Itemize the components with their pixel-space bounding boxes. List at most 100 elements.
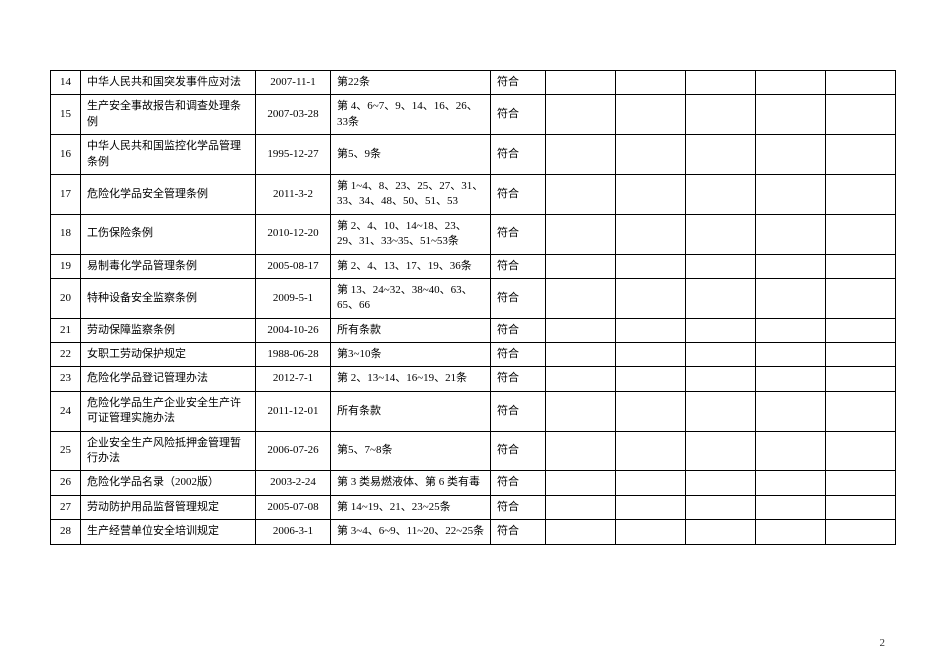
empty-cell: [756, 520, 826, 544]
regulation-name: 生产经营单位安全培训规定: [81, 520, 256, 544]
regulation-status: 符合: [491, 214, 546, 254]
empty-cell: [686, 174, 756, 214]
empty-cell: [686, 71, 756, 95]
empty-cell: [756, 71, 826, 95]
empty-cell: [686, 391, 756, 431]
empty-cell: [616, 278, 686, 318]
regulation-status: 符合: [491, 95, 546, 135]
empty-cell: [546, 471, 616, 495]
empty-cell: [686, 135, 756, 175]
table-row: 25企业安全生产风险抵押金管理暂行办法2006-07-26第5、7~8条符合: [51, 431, 896, 471]
empty-cell: [686, 471, 756, 495]
table-row: 27劳动防护用品监督管理规定2005-07-08第 14~19、21、23~25…: [51, 495, 896, 519]
row-number: 24: [51, 391, 81, 431]
regulation-name: 危险化学品登记管理办法: [81, 367, 256, 391]
empty-cell: [826, 391, 896, 431]
regulation-clause: 所有条款: [331, 391, 491, 431]
empty-cell: [546, 135, 616, 175]
regulations-table: 14中华人民共和国突发事件应对法2007-11-1第22条符合15生产安全事故报…: [50, 70, 896, 545]
empty-cell: [686, 520, 756, 544]
empty-cell: [616, 391, 686, 431]
empty-cell: [546, 318, 616, 342]
table-row: 21劳动保障监察条例2004-10-26所有条款符合: [51, 318, 896, 342]
empty-cell: [546, 278, 616, 318]
empty-cell: [686, 431, 756, 471]
row-number: 23: [51, 367, 81, 391]
table-row: 18工伤保险条例2010-12-20第 2、4、10、14~18、23、29、3…: [51, 214, 896, 254]
regulation-date: 2009-5-1: [256, 278, 331, 318]
regulation-name: 危险化学品生产企业安全生产许可证管理实施办法: [81, 391, 256, 431]
empty-cell: [826, 343, 896, 367]
regulation-clause: 第5、7~8条: [331, 431, 491, 471]
empty-cell: [616, 343, 686, 367]
row-number: 21: [51, 318, 81, 342]
empty-cell: [826, 174, 896, 214]
row-number: 28: [51, 520, 81, 544]
table-row: 20特种设备安全监察条例2009-5-1第 13、24~32、38~40、63、…: [51, 278, 896, 318]
regulation-date: 1995-12-27: [256, 135, 331, 175]
regulation-date: 2010-12-20: [256, 214, 331, 254]
regulation-name: 中华人民共和国监控化学品管理条例: [81, 135, 256, 175]
empty-cell: [686, 367, 756, 391]
empty-cell: [546, 214, 616, 254]
row-number: 19: [51, 254, 81, 278]
regulation-clause: 第 14~19、21、23~25条: [331, 495, 491, 519]
regulation-status: 符合: [491, 135, 546, 175]
empty-cell: [756, 431, 826, 471]
row-number: 16: [51, 135, 81, 175]
empty-cell: [616, 254, 686, 278]
empty-cell: [756, 495, 826, 519]
regulation-clause: 第 1~4、8、23、25、27、31、33、34、48、50、51、53: [331, 174, 491, 214]
empty-cell: [826, 431, 896, 471]
empty-cell: [756, 343, 826, 367]
empty-cell: [826, 471, 896, 495]
empty-cell: [826, 135, 896, 175]
empty-cell: [616, 174, 686, 214]
empty-cell: [686, 278, 756, 318]
regulation-name: 企业安全生产风险抵押金管理暂行办法: [81, 431, 256, 471]
empty-cell: [616, 495, 686, 519]
regulation-date: 2011-12-01: [256, 391, 331, 431]
empty-cell: [686, 495, 756, 519]
empty-cell: [826, 214, 896, 254]
empty-cell: [756, 254, 826, 278]
page-number: 2: [880, 637, 886, 649]
regulation-date: 2004-10-26: [256, 318, 331, 342]
regulation-clause: 第5、9条: [331, 135, 491, 175]
regulation-name: 女职工劳动保护规定: [81, 343, 256, 367]
regulation-clause: 第 3 类易燃液体、第 6 类有毒: [331, 471, 491, 495]
regulation-status: 符合: [491, 471, 546, 495]
empty-cell: [826, 95, 896, 135]
regulation-date: 2007-11-1: [256, 71, 331, 95]
table-row: 17危险化学品安全管理条例2011-3-2第 1~4、8、23、25、27、31…: [51, 174, 896, 214]
row-number: 14: [51, 71, 81, 95]
empty-cell: [616, 135, 686, 175]
table-row: 16中华人民共和国监控化学品管理条例1995-12-27第5、9条符合: [51, 135, 896, 175]
regulation-date: 2006-3-1: [256, 520, 331, 544]
regulation-status: 符合: [491, 71, 546, 95]
empty-cell: [756, 367, 826, 391]
regulation-date: 2011-3-2: [256, 174, 331, 214]
empty-cell: [826, 495, 896, 519]
regulation-clause: 第 3~4、6~9、11~20、22~25条: [331, 520, 491, 544]
empty-cell: [756, 95, 826, 135]
regulation-name: 中华人民共和国突发事件应对法: [81, 71, 256, 95]
regulation-date: 1988-06-28: [256, 343, 331, 367]
empty-cell: [546, 174, 616, 214]
empty-cell: [546, 95, 616, 135]
row-number: 15: [51, 95, 81, 135]
table-row: 28生产经营单位安全培训规定2006-3-1第 3~4、6~9、11~20、22…: [51, 520, 896, 544]
regulation-clause: 第 2、4、10、14~18、23、29、31、33~35、51~53条: [331, 214, 491, 254]
empty-cell: [686, 318, 756, 342]
empty-cell: [616, 367, 686, 391]
regulation-date: 2012-7-1: [256, 367, 331, 391]
regulation-clause: 第 2、4、13、17、19、36条: [331, 254, 491, 278]
regulation-status: 符合: [491, 367, 546, 391]
regulation-name: 易制毒化学品管理条例: [81, 254, 256, 278]
row-number: 18: [51, 214, 81, 254]
regulation-name: 特种设备安全监察条例: [81, 278, 256, 318]
regulation-clause: 第 4、6~7、9、14、16、26、33条: [331, 95, 491, 135]
empty-cell: [616, 214, 686, 254]
table-row: 19易制毒化学品管理条例2005-08-17第 2、4、13、17、19、36条…: [51, 254, 896, 278]
empty-cell: [616, 431, 686, 471]
